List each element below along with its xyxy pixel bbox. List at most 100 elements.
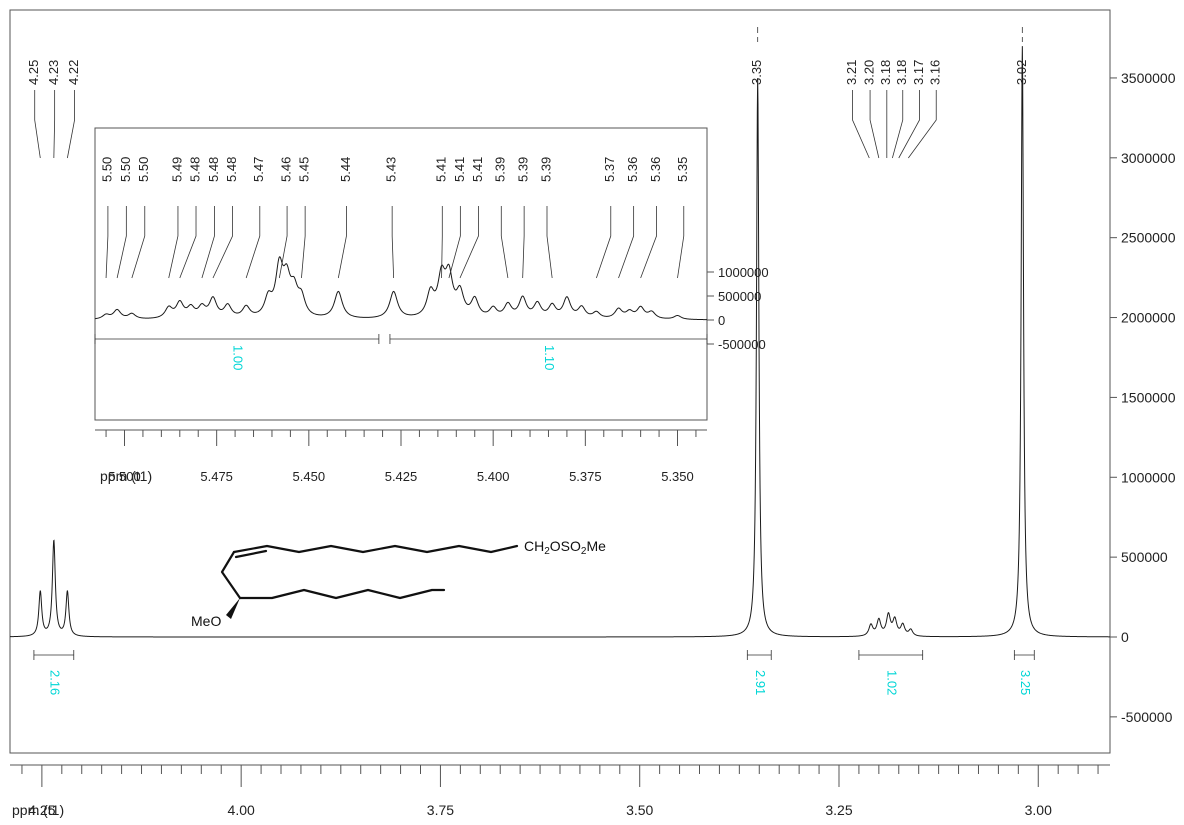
peak-leader-line	[892, 90, 904, 159]
inset-peak-label: 5.50	[118, 157, 133, 182]
peak-leader-line	[869, 90, 880, 159]
y-tick-label: 500000	[718, 289, 761, 304]
inset-peak-label: 5.43	[384, 157, 399, 182]
y-tick-label: 2000000	[1121, 310, 1176, 326]
peak-leader-line	[53, 90, 56, 159]
inset-peak-labels: 5.50 5.50 5.50 5.49 5.48 5.48 5.48 5.47 5.46 5.45…	[99, 157, 690, 279]
inset-peak-label: 5.50	[99, 157, 114, 182]
y-tick-label: 3500000	[1121, 70, 1176, 86]
inset-peak-leader-line	[201, 206, 215, 279]
y-tick-label: 1000000	[718, 265, 769, 280]
peak-label: 3.35	[749, 60, 764, 85]
hexyl-chain-bond	[238, 588, 446, 600]
inset-peak-label: 5.39	[493, 157, 508, 182]
inset-peak-leader-line	[301, 206, 306, 279]
x-tick-label: 3.75	[427, 802, 454, 818]
x-tick-label: 5.375	[569, 469, 602, 484]
inset-peak-leader-line	[212, 206, 233, 279]
y-tick-label: 2500000	[1121, 230, 1176, 246]
mesylate-label: CH2OSO2Me	[524, 538, 606, 557]
inset-peak-label: 5.39	[538, 157, 553, 182]
main-spectrum-trace	[10, 46, 1110, 638]
inset-peak-leader-line	[179, 206, 197, 279]
inset-peak-leader-line	[131, 206, 146, 279]
inset-peak-leader-line	[618, 206, 635, 279]
inset-peak-leader-line	[522, 206, 525, 279]
inset-peak-leader-line	[546, 206, 553, 279]
allylic-bond	[220, 550, 242, 600]
peak-label: 3.18	[894, 60, 909, 85]
inset-peak-label: 5.47	[251, 157, 266, 182]
main-x-axis-label: ppm (t1)	[12, 802, 64, 818]
x-tick-label: 5.475	[200, 469, 233, 484]
inset-peak-label: 5.45	[297, 157, 312, 182]
inset-peak-label: 5.39	[516, 157, 531, 182]
y-tick-label: -500000	[718, 337, 766, 352]
integral-value: 1.00	[231, 345, 246, 370]
inset-peak-label: 5.50	[136, 157, 151, 182]
inset-peak-leader-line	[640, 206, 657, 279]
peak-label: 3.17	[911, 60, 926, 85]
x-tick-label: 3.00	[1025, 802, 1052, 818]
inset-x-axis-label: ppm (t1)	[100, 468, 152, 484]
inset-peak-label: 5.36	[625, 157, 640, 182]
x-tick-label: 5.400	[477, 469, 510, 484]
integral-value: 3.25	[1018, 670, 1033, 695]
x-tick-label: 5.350	[661, 469, 694, 484]
inset-x-axis: 5.500 5.475 5.450 5.425 5.400 5.375 5.350	[95, 429, 707, 484]
x-tick-label: 5.425	[385, 469, 418, 484]
x-tick-label: 4.00	[228, 802, 255, 818]
inset-peak-label: 5.41	[470, 157, 485, 182]
peak-label: 3.18	[878, 60, 893, 85]
x-tick-label: 3.50	[626, 802, 653, 818]
peak-leader-line	[66, 90, 75, 159]
cis-double-bond-inner	[234, 549, 268, 559]
main-y-axis: -500000 0 500000 1000000 1500000 2000000 25000…	[1109, 10, 1176, 753]
integral-value: 1.02	[884, 670, 899, 695]
inset-peak-label: 5.41	[434, 157, 449, 182]
main-x-axis: 4.25 4.00 3.75 3.50 3.25 3.00	[10, 764, 1110, 818]
inset-y-axis: -500000 0 500000 1000000	[706, 128, 769, 420]
inset-peak-label: 5.44	[338, 157, 353, 182]
y-tick-label: 500000	[1121, 549, 1168, 565]
y-tick-label: 1000000	[1121, 469, 1176, 485]
inset-peak-leader-line	[278, 206, 288, 279]
peak-leader-line	[34, 90, 41, 159]
peak-label: 3.02	[1014, 60, 1029, 85]
y-tick-label: 3000000	[1121, 150, 1176, 166]
y-tick-label: 0	[718, 313, 725, 328]
inset-peak-label: 5.35	[675, 157, 690, 182]
x-tick-label: 5.450	[293, 469, 326, 484]
inset-peak-label: 5.49	[169, 157, 184, 182]
y-tick-label: -500000	[1121, 709, 1173, 725]
alkyl-chain-bond	[232, 544, 519, 554]
inset-peak-label: 5.48	[187, 157, 202, 182]
x-tick-label: 3.25	[825, 802, 852, 818]
y-tick-label: 0	[1121, 629, 1129, 645]
peak-leader-line	[908, 90, 937, 159]
molecule-structure: MeO CH2OSO2Me	[191, 538, 606, 629]
peak-label: 4.22	[66, 60, 81, 85]
peak-label: 3.20	[862, 60, 877, 85]
inset-peak-leader-line	[105, 206, 109, 279]
peak-leader-line	[898, 90, 920, 159]
inset-peak-leader-line	[459, 206, 479, 279]
inset-peak-leader-line	[391, 206, 395, 279]
peak-label: 4.25	[26, 60, 41, 85]
y-tick-label: 1500000	[1121, 389, 1176, 405]
peak-label: 3.21	[844, 60, 859, 85]
inset-peak-leader-line	[500, 206, 509, 279]
wedge-bond	[226, 598, 240, 619]
inset-peak-leader-line	[448, 206, 461, 279]
inset-peak-leader-line	[441, 206, 443, 279]
inset-peak-label: 5.46	[279, 157, 294, 182]
peak-label: 3.16	[928, 60, 943, 85]
inset-peak-label: 5.41	[452, 157, 467, 182]
integral-value: 1.10	[542, 345, 557, 370]
inset-peak-label: 5.37	[602, 157, 617, 182]
main-peak-labels: 4.25 4.23 4.22 3.35 3.21 3.20 3.18 3.18 3.17 3.16…	[26, 27, 1029, 159]
inset-peak-leader-line	[596, 206, 612, 279]
integral-value: 2.16	[47, 670, 62, 695]
main-plot-frame	[9, 9, 1111, 754]
